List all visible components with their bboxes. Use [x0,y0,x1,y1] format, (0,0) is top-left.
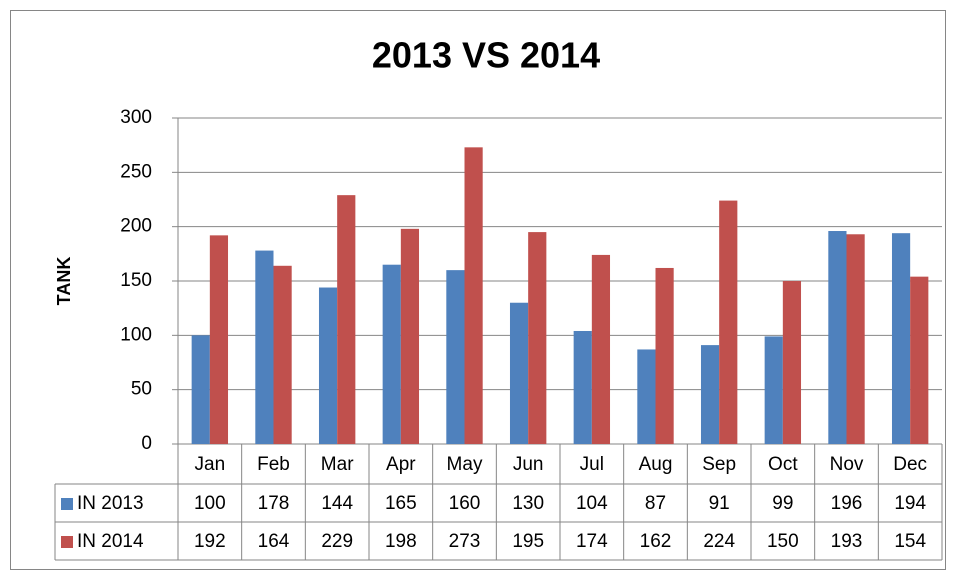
table-value: 178 [258,493,290,514]
bar [318,287,338,444]
table-value: 174 [576,531,608,552]
table-value: 192 [194,531,226,552]
table-value: 195 [512,531,544,552]
x-tick-label: Oct [768,454,798,475]
bar [637,349,656,444]
x-tick-label: Jul [580,454,604,475]
y-tick-label: 0 [141,433,152,454]
y-tick-label: 50 [131,379,152,400]
bar [255,250,274,444]
table-value: 273 [449,531,481,552]
y-tick-label: 200 [120,216,152,237]
table-value: 162 [640,531,672,552]
table-value: 150 [767,531,799,552]
table-value: 229 [321,531,353,552]
x-tick-label: Feb [257,454,290,475]
bar [910,276,929,444]
bar [700,345,720,444]
x-tick-label: Sep [702,454,736,475]
x-tick-label: Dec [893,454,927,475]
bar [719,200,738,444]
y-tick-label: 100 [120,324,152,345]
table-value: 91 [709,493,730,514]
legend-label: IN 2014 [77,531,144,552]
y-axis-title: TANK [54,257,74,306]
chart-title: 2013 VS 2014 [372,35,600,76]
legend-swatch [61,536,73,548]
table-value: 193 [831,531,863,552]
x-tick-label: May [447,454,483,475]
bar [191,335,210,444]
bar [846,234,865,444]
bar [273,265,292,444]
table-value: 144 [321,493,353,514]
legend-swatch [61,498,73,510]
x-tick-label: Aug [639,454,673,475]
legend-label: IN 2013 [77,493,144,514]
bar [528,232,547,444]
x-tick-label: Apr [386,454,416,475]
bar [782,281,802,444]
x-tick-label: Nov [830,454,864,475]
bar [764,336,783,444]
bar [591,254,611,444]
table-value: 99 [772,493,793,514]
x-tick-label: Jun [513,454,544,475]
table-value: 224 [703,531,735,552]
table-value: 154 [894,531,926,552]
table-value: 196 [831,493,863,514]
bar [509,302,529,444]
bar [337,195,356,444]
bar [464,147,483,444]
bar [828,231,847,444]
table-value: 130 [512,493,544,514]
table-value: 104 [576,493,608,514]
table-value: 100 [194,493,226,514]
bar [209,235,229,444]
table-value: 87 [645,493,666,514]
y-tick-label: 150 [120,270,152,291]
table-value: 164 [258,531,290,552]
bar [655,267,674,444]
bar [446,270,465,444]
y-tick-label: 250 [120,161,152,182]
table-value: 160 [449,493,481,514]
y-tick-label: 300 [120,107,152,128]
bar [382,264,401,444]
bar [891,233,911,444]
x-tick-label: Mar [321,454,354,475]
table-value: 198 [385,531,417,552]
bar [400,228,420,444]
bar [573,330,592,444]
x-tick-label: Jan [195,454,226,475]
table-value: 165 [385,493,417,514]
table-value: 194 [894,493,926,514]
